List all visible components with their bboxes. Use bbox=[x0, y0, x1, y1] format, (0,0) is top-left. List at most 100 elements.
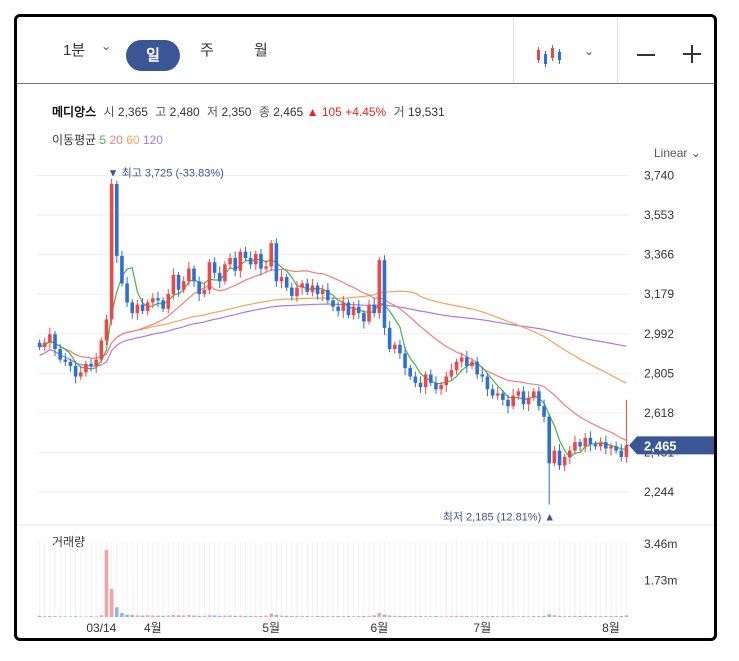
candle-body bbox=[176, 274, 181, 290]
volume-bar bbox=[604, 616, 608, 617]
candlestick-chart-type-icon[interactable] bbox=[536, 44, 564, 68]
candle-body bbox=[53, 334, 57, 350]
volume-bar bbox=[573, 615, 577, 617]
candle-body bbox=[490, 389, 495, 396]
candle-body bbox=[37, 342, 42, 347]
chevron-down-icon[interactable]: ⌄ bbox=[584, 44, 595, 58]
candle-body bbox=[192, 268, 196, 282]
candle-body bbox=[336, 306, 340, 311]
candle-body bbox=[166, 293, 171, 309]
candle-body bbox=[63, 359, 68, 362]
volume-bar bbox=[598, 616, 603, 617]
volume-bar bbox=[238, 615, 243, 617]
volume-bar bbox=[42, 616, 47, 617]
volume-bar bbox=[279, 615, 284, 617]
tab-day[interactable]: 일 bbox=[126, 40, 180, 71]
candle-body bbox=[99, 340, 104, 360]
volume-bar bbox=[449, 616, 454, 617]
toolbar-divider bbox=[513, 17, 514, 83]
volume-bar bbox=[506, 616, 510, 617]
volume-bar bbox=[305, 616, 310, 617]
candle-body bbox=[459, 357, 464, 362]
volume-bar bbox=[228, 615, 232, 617]
volume-bar bbox=[212, 615, 217, 617]
candle-body bbox=[573, 442, 577, 451]
candle-body bbox=[583, 437, 588, 447]
zoom-out-icon[interactable] bbox=[637, 54, 655, 56]
candle-body bbox=[89, 363, 93, 366]
candle-body bbox=[619, 450, 624, 457]
volume-bar bbox=[521, 616, 526, 617]
tab-week[interactable]: 주 bbox=[200, 42, 214, 59]
tab-month[interactable]: 월 bbox=[254, 42, 268, 59]
volume-bar bbox=[609, 616, 613, 617]
candle-body bbox=[315, 285, 320, 294]
volume-bar bbox=[434, 616, 438, 617]
candle-body bbox=[68, 361, 73, 366]
volume-bar bbox=[151, 615, 155, 617]
volume-bar bbox=[485, 616, 490, 617]
volume-value: 19,531 bbox=[407, 105, 445, 119]
up-arrow-icon: ▲ bbox=[306, 105, 319, 119]
volume-bar bbox=[531, 616, 536, 617]
volume-bar bbox=[274, 614, 279, 617]
zoom-in-icon[interactable] bbox=[683, 45, 701, 63]
volume-bar bbox=[109, 588, 114, 617]
x-tick-label: 6월 bbox=[370, 621, 388, 635]
volume-bar bbox=[248, 616, 253, 617]
candle-body bbox=[511, 395, 515, 407]
candle-body bbox=[439, 385, 443, 390]
candle-body bbox=[78, 372, 83, 377]
ma20-line bbox=[39, 268, 627, 441]
volume-bar bbox=[181, 615, 186, 617]
volume-label: 거 bbox=[393, 105, 405, 119]
candle-body bbox=[284, 277, 289, 288]
ma120-line bbox=[39, 303, 627, 367]
candle-body bbox=[578, 442, 582, 447]
volume-bar bbox=[37, 615, 42, 617]
y-tick-label: 3,740 bbox=[644, 168, 674, 182]
volume-bar bbox=[269, 613, 274, 617]
candle-body bbox=[259, 253, 263, 269]
volume-bar bbox=[356, 616, 361, 617]
volume-bar bbox=[140, 615, 145, 617]
candle-body bbox=[470, 361, 474, 366]
candle-body bbox=[356, 306, 361, 314]
x-tick-label: 7월 bbox=[473, 621, 491, 635]
candle-body bbox=[73, 365, 78, 377]
candle-body bbox=[58, 349, 62, 360]
toolbar: 1분 ⌄ 일 주 월 ⌄ bbox=[17, 17, 714, 84]
price-chart[interactable]: 3,7403,5533,3663,1792,9922,8052,6182,431… bbox=[17, 17, 714, 638]
interval-selector[interactable]: 1분 bbox=[63, 42, 86, 59]
candle-body bbox=[398, 344, 402, 354]
candle-body bbox=[253, 253, 258, 265]
volume-bar bbox=[588, 616, 593, 617]
y-tick-label: 2,244 bbox=[644, 485, 674, 499]
volume-bar bbox=[48, 616, 52, 617]
volume-bar bbox=[326, 616, 330, 617]
volume-bar bbox=[197, 615, 201, 617]
volume-bar bbox=[78, 616, 83, 617]
candle-body bbox=[341, 302, 346, 311]
volume-bar bbox=[336, 616, 340, 617]
candle-body bbox=[387, 327, 392, 350]
candle-body bbox=[94, 359, 99, 366]
volume-bar bbox=[207, 615, 212, 617]
volume-bar bbox=[351, 616, 356, 617]
volume-bar bbox=[217, 615, 222, 617]
scale-mode-selector[interactable]: Linear ⌄ bbox=[654, 146, 701, 160]
volume-bar bbox=[290, 616, 294, 617]
volume-bar bbox=[557, 615, 562, 617]
candle-body bbox=[238, 251, 243, 271]
open-label: 시 bbox=[103, 105, 115, 119]
moving-average-legend[interactable]: 이동평균 5 20 60 120 bbox=[52, 131, 163, 148]
ma-legend-label: 이동평균 bbox=[52, 133, 97, 147]
candle-body bbox=[156, 298, 160, 301]
chevron-down-icon[interactable]: ⌄ bbox=[101, 39, 112, 53]
volume-bar bbox=[233, 615, 237, 617]
candle-body bbox=[109, 183, 114, 320]
candle-body bbox=[248, 258, 253, 265]
volume-bar bbox=[459, 616, 464, 617]
volume-bar bbox=[84, 616, 88, 617]
volume-bar bbox=[495, 616, 500, 617]
